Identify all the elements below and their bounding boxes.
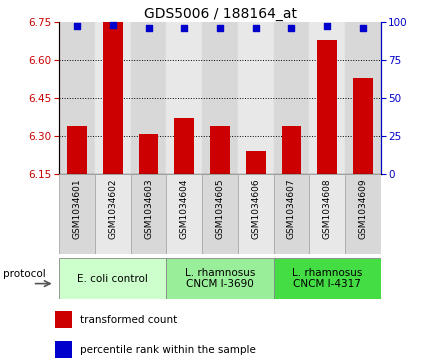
Point [74, 24, 81, 29]
Text: GSM1034605: GSM1034605 [216, 178, 224, 239]
Bar [345, 174, 381, 254]
Text: GSM1034602: GSM1034602 [108, 178, 117, 239]
Bar [282, 126, 301, 174]
Bar [202, 174, 238, 254]
Bar [166, 174, 202, 254]
Bar [353, 78, 373, 174]
Text: transformed count: transformed count [81, 315, 178, 325]
Point [323, 24, 330, 29]
Text: L. rhamnosus
CNCM I-4317: L. rhamnosus CNCM I-4317 [292, 268, 362, 289]
Text: GSM1034603: GSM1034603 [144, 178, 153, 239]
Bar [238, 22, 274, 174]
Bar [166, 22, 202, 174]
Bar [274, 174, 309, 254]
Bar [309, 22, 345, 174]
Text: GSM1034604: GSM1034604 [180, 178, 189, 239]
Text: L. rhamnosus
CNCM I-3690: L. rhamnosus CNCM I-3690 [185, 268, 255, 289]
Text: GSM1034607: GSM1034607 [287, 178, 296, 239]
Bar [103, 22, 123, 174]
Bar [95, 22, 131, 174]
Bar [59, 174, 95, 254]
Bar [210, 126, 230, 174]
Bar [131, 174, 166, 254]
Bar [274, 22, 309, 174]
Point [252, 25, 259, 31]
Bar [59, 258, 166, 299]
Bar [59, 22, 95, 174]
Text: GSM1034609: GSM1034609 [358, 178, 367, 239]
Title: GDS5006 / 188164_at: GDS5006 / 188164_at [143, 7, 297, 21]
Text: GSM1034608: GSM1034608 [323, 178, 332, 239]
Text: GSM1034601: GSM1034601 [73, 178, 82, 239]
Point [181, 25, 188, 31]
Text: protocol: protocol [3, 269, 46, 278]
Bar [131, 22, 166, 174]
Bar [345, 22, 381, 174]
Point [145, 25, 152, 31]
Text: percentile rank within the sample: percentile rank within the sample [81, 345, 256, 355]
Point [110, 22, 117, 28]
Bar [55, 342, 72, 358]
Bar [55, 311, 72, 328]
Bar [175, 118, 194, 174]
Point [359, 25, 366, 31]
Text: GSM1034606: GSM1034606 [251, 178, 260, 239]
Bar [139, 134, 158, 174]
Bar [67, 126, 87, 174]
Point [216, 25, 224, 31]
Bar [238, 174, 274, 254]
Bar [317, 40, 337, 174]
Bar [309, 174, 345, 254]
Text: E. coli control: E. coli control [77, 274, 148, 284]
Bar [166, 258, 274, 299]
Bar [95, 174, 131, 254]
Bar [246, 151, 265, 174]
Point [288, 25, 295, 31]
Bar [202, 22, 238, 174]
Bar [274, 258, 381, 299]
